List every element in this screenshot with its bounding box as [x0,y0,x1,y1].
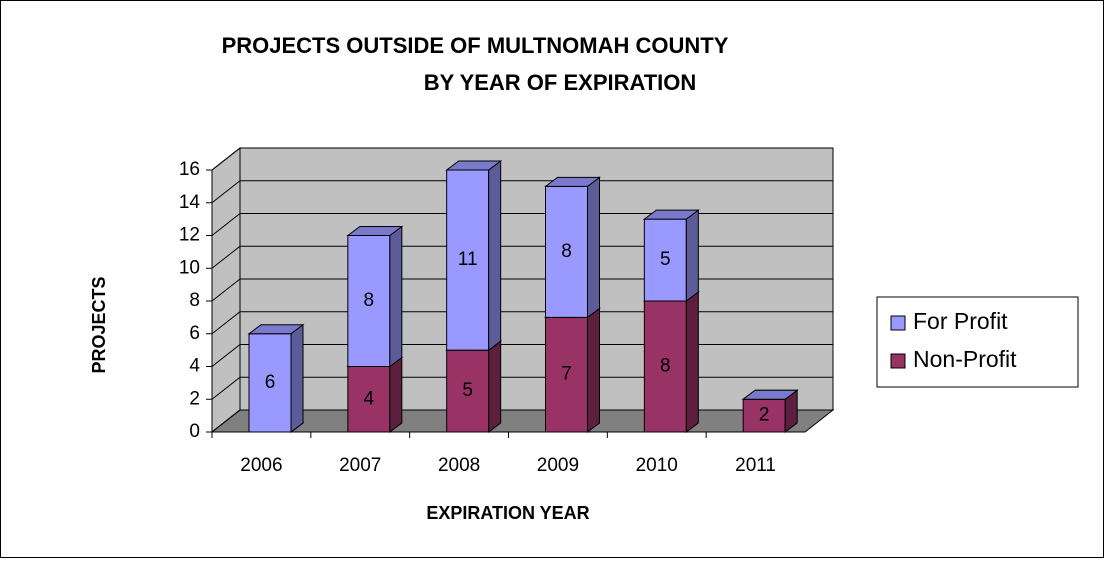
legend-label: For Profit [913,308,1008,334]
grid-line [211,213,833,236]
bar-top [544,176,601,187]
grid-line [211,278,833,302]
y-tick-label: 14 [179,192,201,213]
bar-top [642,209,700,220]
bar-side [389,225,403,368]
bar-side [488,160,502,352]
bar-side [587,176,600,319]
bar-top [346,226,404,236]
y-tick-label: 4 [189,356,200,377]
data-label: 5 [660,249,671,270]
bar-top [741,389,799,400]
y-tick-label: 12 [179,225,200,246]
chart-title: PROJECTS OUTSIDE OF MULTNOMAH COUNTY [222,33,729,58]
data-label: 2 [759,405,770,426]
data-label: 6 [265,372,276,393]
legend-label: Non-Profit [913,346,1017,372]
grid-line [211,409,833,433]
bar-top [247,324,305,335]
chart-title: BY YEAR OF EXPIRATION [424,70,697,95]
bar [346,356,404,433]
bar-side [488,340,502,433]
x-tick-label: 2009 [537,455,579,476]
grid-line [211,376,833,400]
bar [445,340,503,433]
legend-swatch [890,353,906,369]
y-tick-label: 2 [189,388,200,409]
x-tick-label: 2008 [438,455,480,476]
y-tick-label: 6 [189,323,200,344]
y-tick-label: 8 [189,290,200,311]
floor [210,409,835,433]
data-label: 8 [364,290,375,311]
y-axis-title: PROJECTS [89,276,109,373]
bar [247,323,305,433]
x-tick-label: 2011 [735,455,776,476]
bar [642,209,700,302]
bar-side [685,209,699,302]
legend [876,296,1079,388]
data-label: 7 [561,364,572,385]
grid-line [211,344,833,367]
bar-side [389,356,403,433]
x-tick-label: 2006 [240,455,282,476]
legend-swatch [890,315,906,331]
x-tick-label: 2010 [636,455,678,476]
grid-line [211,311,833,335]
y-tick-label: 0 [189,421,200,442]
data-label: 4 [364,388,375,409]
y-tick-label: 10 [179,257,200,278]
bar-side [685,291,699,433]
bar-top [445,160,503,171]
grid-line [211,180,833,204]
x-axis-title: EXPIRATION YEAR [426,503,589,523]
bar [741,389,799,400]
y-tick-label: 16 [179,159,200,180]
bar-side [587,307,600,433]
grid-line [211,245,833,269]
data-label: 11 [458,249,478,270]
bar [445,160,503,352]
x-tick-label: 2007 [339,455,381,476]
grid-line [211,147,833,171]
data-label: 8 [660,356,671,377]
data-label: 5 [462,380,473,401]
data-label: 8 [561,241,572,262]
bar [642,291,700,433]
bar [544,307,601,433]
bar-side [290,323,304,433]
bar [346,225,404,368]
bar [544,176,601,319]
